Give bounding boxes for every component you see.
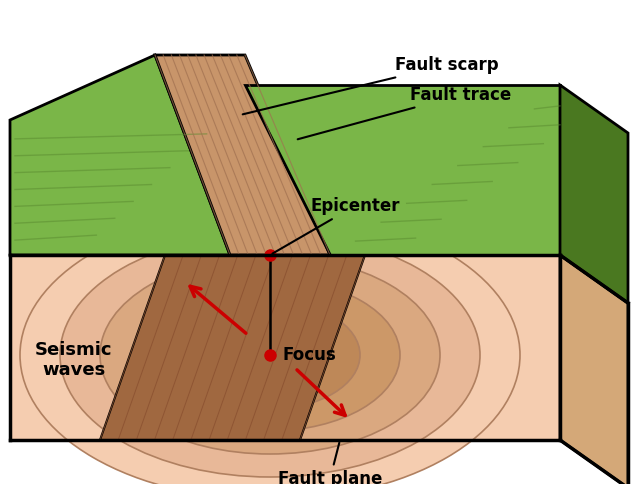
- Polygon shape: [245, 85, 560, 255]
- Polygon shape: [560, 85, 628, 303]
- Text: Fault trace: Fault trace: [298, 86, 511, 139]
- Ellipse shape: [60, 233, 480, 477]
- Text: Fault plane: Fault plane: [278, 443, 382, 484]
- Text: Epicenter: Epicenter: [273, 197, 399, 254]
- Ellipse shape: [180, 301, 360, 409]
- Text: Seismic
waves: Seismic waves: [35, 341, 113, 379]
- Ellipse shape: [140, 279, 400, 431]
- Ellipse shape: [215, 321, 325, 389]
- Polygon shape: [155, 55, 330, 255]
- Polygon shape: [560, 255, 628, 484]
- Polygon shape: [10, 55, 230, 255]
- Text: Focus: Focus: [282, 346, 336, 364]
- Ellipse shape: [242, 337, 298, 373]
- Ellipse shape: [20, 210, 520, 484]
- Polygon shape: [100, 255, 365, 440]
- Polygon shape: [10, 255, 560, 440]
- Ellipse shape: [100, 256, 440, 454]
- Text: Fault scarp: Fault scarp: [242, 56, 498, 114]
